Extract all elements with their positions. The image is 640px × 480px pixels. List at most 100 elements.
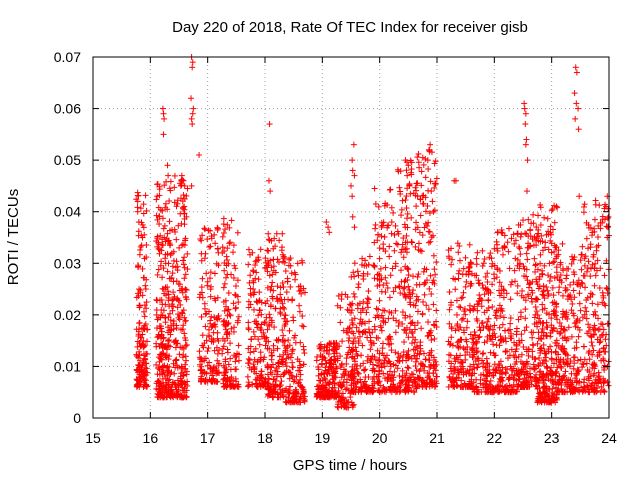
data-point [224,349,231,356]
data-point [251,356,258,363]
data-point [347,302,354,309]
data-point [575,105,582,112]
data-point [404,364,411,371]
data-point [166,218,173,225]
data-point [339,338,346,345]
data-point [473,255,480,262]
data-point [177,281,184,288]
data-point [133,294,140,301]
data-point [163,346,170,353]
data-point [154,243,161,250]
data-point [225,306,232,313]
data-point [135,219,142,226]
data-point [166,337,173,344]
data-point [367,334,374,341]
data-point [161,234,168,241]
data-point [429,198,436,205]
data-point [213,260,220,267]
data-point [220,298,227,305]
data-point [201,300,208,307]
data-point [180,345,187,352]
data-point [523,136,530,143]
data-point [162,251,169,258]
data-point [587,273,594,280]
data-point [591,282,598,289]
data-point [380,241,387,248]
data-point [338,296,345,303]
data-point [245,246,252,253]
data-point [522,141,529,148]
data-point [386,294,393,301]
data-point [387,186,394,193]
data-point [268,356,275,363]
data-point [169,307,176,314]
data-point [351,260,358,267]
data-point [372,200,379,207]
data-point [521,105,528,112]
data-point [299,322,306,329]
data-point [390,209,397,216]
data-point [143,360,150,367]
data-point [134,338,141,345]
y-axis-label: ROTI / TECUs [5,189,22,285]
data-point [190,105,197,112]
data-point [268,283,275,290]
data-point [459,294,466,301]
data-point [422,174,429,181]
data-point [164,230,171,237]
data-point [189,121,196,128]
data-point [580,203,587,210]
data-point [184,250,191,257]
data-point [325,224,332,231]
data-point [491,322,498,329]
data-point [208,233,215,240]
data-point [517,251,524,258]
data-point [205,326,212,333]
data-point [256,307,263,314]
data-point [264,326,271,333]
data-point [446,341,453,348]
data-point [454,382,461,389]
data-point [255,312,262,319]
data-point [563,272,570,279]
data-point [562,287,569,294]
data-point [388,230,395,237]
data-point [533,295,540,302]
data-point [280,332,287,339]
data-point [378,327,385,334]
data-point [258,326,265,333]
data-point [162,238,169,245]
data-point [364,295,371,302]
data-point [462,254,469,261]
data-point [585,258,592,265]
data-point [155,365,162,372]
data-point [159,242,166,249]
data-point [522,121,529,128]
data-point [198,250,205,257]
data-point [134,367,141,374]
data-point [433,307,440,314]
data-point [142,364,149,371]
data-point [159,105,166,112]
data-point [514,230,521,237]
data-point [418,325,425,332]
data-point [170,320,177,327]
data-point [250,348,257,355]
data-point [167,275,174,282]
data-point [210,339,217,346]
data-point [219,244,226,251]
data-point [204,362,211,369]
data-point [547,273,554,280]
data-point [599,289,606,296]
data-point [282,312,289,319]
y-tick-label: 0.02 [54,307,81,323]
data-point [351,224,358,231]
data-point [139,331,146,338]
data-point [479,350,486,357]
data-point [196,151,203,158]
data-point [455,275,462,282]
data-point [431,207,438,214]
data-point [270,256,277,263]
data-point [136,286,143,293]
data-point [183,192,190,199]
